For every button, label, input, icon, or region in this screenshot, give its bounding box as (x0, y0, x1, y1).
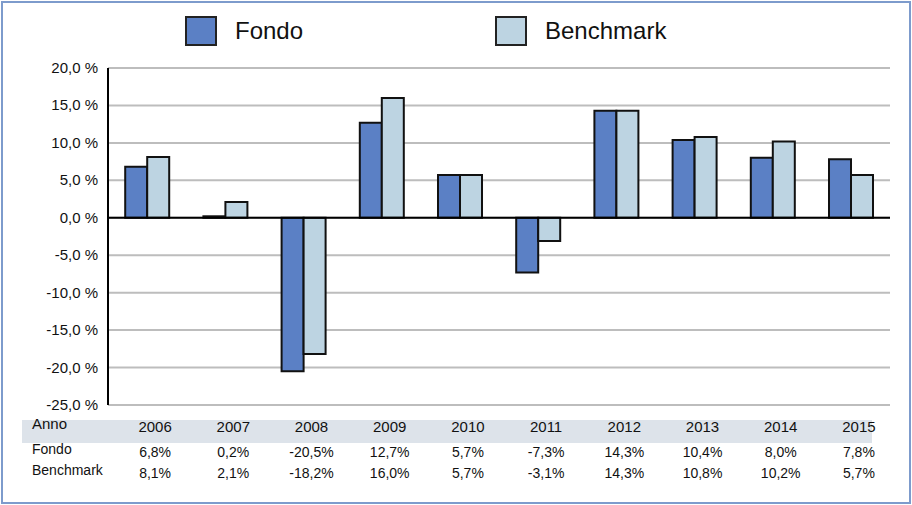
svg-text:6,8%: 6,8% (139, 444, 171, 460)
svg-text:2,1%: 2,1% (217, 465, 249, 481)
svg-text:2013: 2013 (686, 418, 719, 435)
svg-text:2012: 2012 (608, 418, 641, 435)
svg-text:5,0 %: 5,0 % (60, 171, 98, 188)
svg-text:5,7%: 5,7% (452, 444, 484, 460)
svg-text:7,8%: 7,8% (843, 444, 875, 460)
svg-text:2007: 2007 (217, 418, 250, 435)
svg-text:12,7%: 12,7% (370, 444, 410, 460)
html-text:Anno: Anno (32, 415, 67, 432)
svg-text:2014: 2014 (764, 418, 797, 435)
html-text:Fondo: Fondo (235, 17, 304, 44)
svg-text:-10,0 %: -10,0 % (46, 284, 98, 301)
html-text:Benchmark: Benchmark (32, 462, 103, 478)
svg-text:-15,0 %: -15,0 % (46, 321, 98, 338)
svg-text:-20,0 %: -20,0 % (46, 359, 98, 376)
svg-text:10,4%: 10,4% (683, 444, 723, 460)
svg-text:10,8%: 10,8% (683, 465, 723, 481)
svg-text:14,3%: 14,3% (604, 465, 644, 481)
svg-text:0,0 %: 0,0 % (60, 209, 98, 226)
svg-text:-7,3%: -7,3% (528, 444, 565, 460)
svg-text:8,0%: 8,0% (765, 444, 797, 460)
svg-text:5,7%: 5,7% (843, 465, 875, 481)
svg-text:10,0 %: 10,0 % (51, 134, 98, 151)
svg-text:10,2%: 10,2% (761, 465, 801, 481)
svg-text:16,0%: 16,0% (370, 465, 410, 481)
svg-text:0,2%: 0,2% (217, 444, 249, 460)
svg-text:2009: 2009 (373, 418, 406, 435)
svg-text:5,7%: 5,7% (452, 465, 484, 481)
svg-text:14,3%: 14,3% (604, 444, 644, 460)
svg-text:15,0 %: 15,0 % (51, 96, 98, 113)
svg-text:-18,2%: -18,2% (289, 465, 333, 481)
svg-text:2011: 2011 (530, 418, 562, 435)
svg-text:2015: 2015 (842, 418, 875, 435)
svg-text:-20,5%: -20,5% (289, 444, 333, 460)
svg-text:-5,0 %: -5,0 % (55, 246, 98, 263)
html-text:Benchmark: Benchmark (545, 17, 667, 44)
svg-text:2006: 2006 (138, 418, 171, 435)
svg-text:-25,0 %: -25,0 % (46, 396, 98, 413)
svg-text:8,1%: 8,1% (139, 465, 171, 481)
svg-text:2008: 2008 (295, 418, 328, 435)
svg-text:20,0 %: 20,0 % (51, 59, 98, 76)
html-text:Fondo: Fondo (32, 441, 72, 457)
svg-text:2010: 2010 (451, 418, 484, 435)
svg-text:-3,1%: -3,1% (528, 465, 565, 481)
